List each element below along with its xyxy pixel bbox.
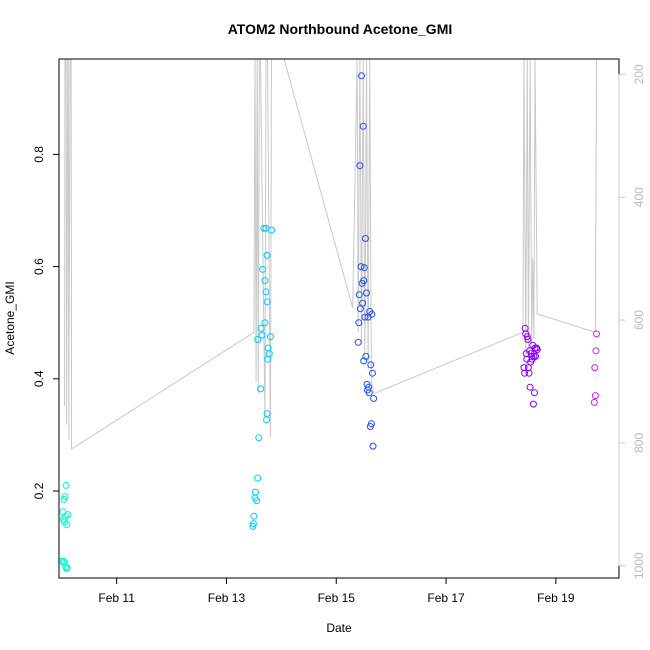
data-point [361,313,369,321]
data-point [253,497,261,505]
y-tick-label: 0.8 [32,146,46,163]
y-axis: 0.2 0.4 0.6 0.8 [32,146,59,499]
data-point [355,291,363,299]
data-point [361,235,369,242]
data-point [261,277,269,285]
x-tick-label: Feb 13 [208,591,246,605]
data-point [258,331,266,339]
data-point [524,336,532,343]
right-axis: 200 400 600 800 1000 [618,64,646,579]
data-point [591,392,599,400]
data-point [263,416,270,424]
data-point [356,162,364,170]
y-tick-label: 0.2 [32,482,46,499]
data-point [254,336,262,343]
data-point [358,72,365,80]
right-tick-label: 200 [632,64,646,84]
data-point [521,369,529,377]
data-point [360,357,368,365]
chart-title: ATOM2 Northbound Acetone_GMI [228,21,453,37]
data-point [255,434,263,442]
data-point [370,395,378,402]
y-tick-label: 0.6 [32,258,46,275]
x-axis: Feb 11 Feb 13 Feb 15 Feb 17 Feb 19 [98,578,575,605]
right-tick-label: 400 [632,187,646,207]
data-points [58,72,600,572]
data-point [591,364,599,372]
right-tick-label: 600 [632,310,646,330]
data-point [259,265,267,273]
data-point [365,389,373,397]
data-point [254,474,262,482]
data-point [532,352,539,360]
data-point [355,319,363,327]
data-point [62,563,70,571]
data-point [61,558,68,566]
data-point [59,515,67,523]
data-point [61,493,69,501]
data-point [363,289,370,297]
data-point [360,264,368,272]
data-point [357,263,365,271]
data-point [524,364,532,372]
data-point [590,398,598,406]
right-tick-label: 1000 [632,552,646,579]
x-tick-label: Feb 11 [98,591,135,605]
data-point [528,352,536,360]
data-point [369,369,376,377]
data-point [63,521,71,529]
data-point [268,226,275,234]
data-point [249,520,257,528]
data-point [257,324,265,332]
data-point [62,481,70,489]
data-point [264,355,272,363]
data-point [261,319,269,327]
data-point [525,369,533,377]
y-tick-label: 0.4 [32,370,46,387]
data-point [533,346,541,354]
data-point [369,442,377,450]
data-point [249,522,257,530]
data-point [250,512,258,520]
data-point [593,330,600,338]
data-point [260,224,268,232]
data-point [359,122,367,130]
data-point [359,299,367,307]
altitude-path [64,58,597,450]
data-point [263,298,271,306]
y-axis-label: Acetone_GMI [3,281,17,354]
data-point [368,310,376,318]
data-point [266,333,274,341]
data-point [529,400,537,408]
data-point [360,277,368,285]
data-point [523,333,531,341]
data-point [262,288,270,296]
data-point [354,338,362,346]
data-point [257,385,264,393]
data-point [592,347,600,355]
data-point [367,361,375,369]
data-point [64,511,72,519]
data-point [252,488,259,496]
right-tick-label: 800 [632,433,646,453]
x-tick-label: Feb 17 [427,591,465,605]
data-point [531,389,538,397]
data-point [526,383,534,391]
data-point [263,251,271,259]
x-axis-label: Date [326,621,352,635]
data-point [63,564,71,572]
x-tick-label: Feb 15 [318,591,356,605]
altitude-line [64,58,597,450]
data-point [367,420,375,428]
x-tick-label: Feb 19 [537,591,575,605]
